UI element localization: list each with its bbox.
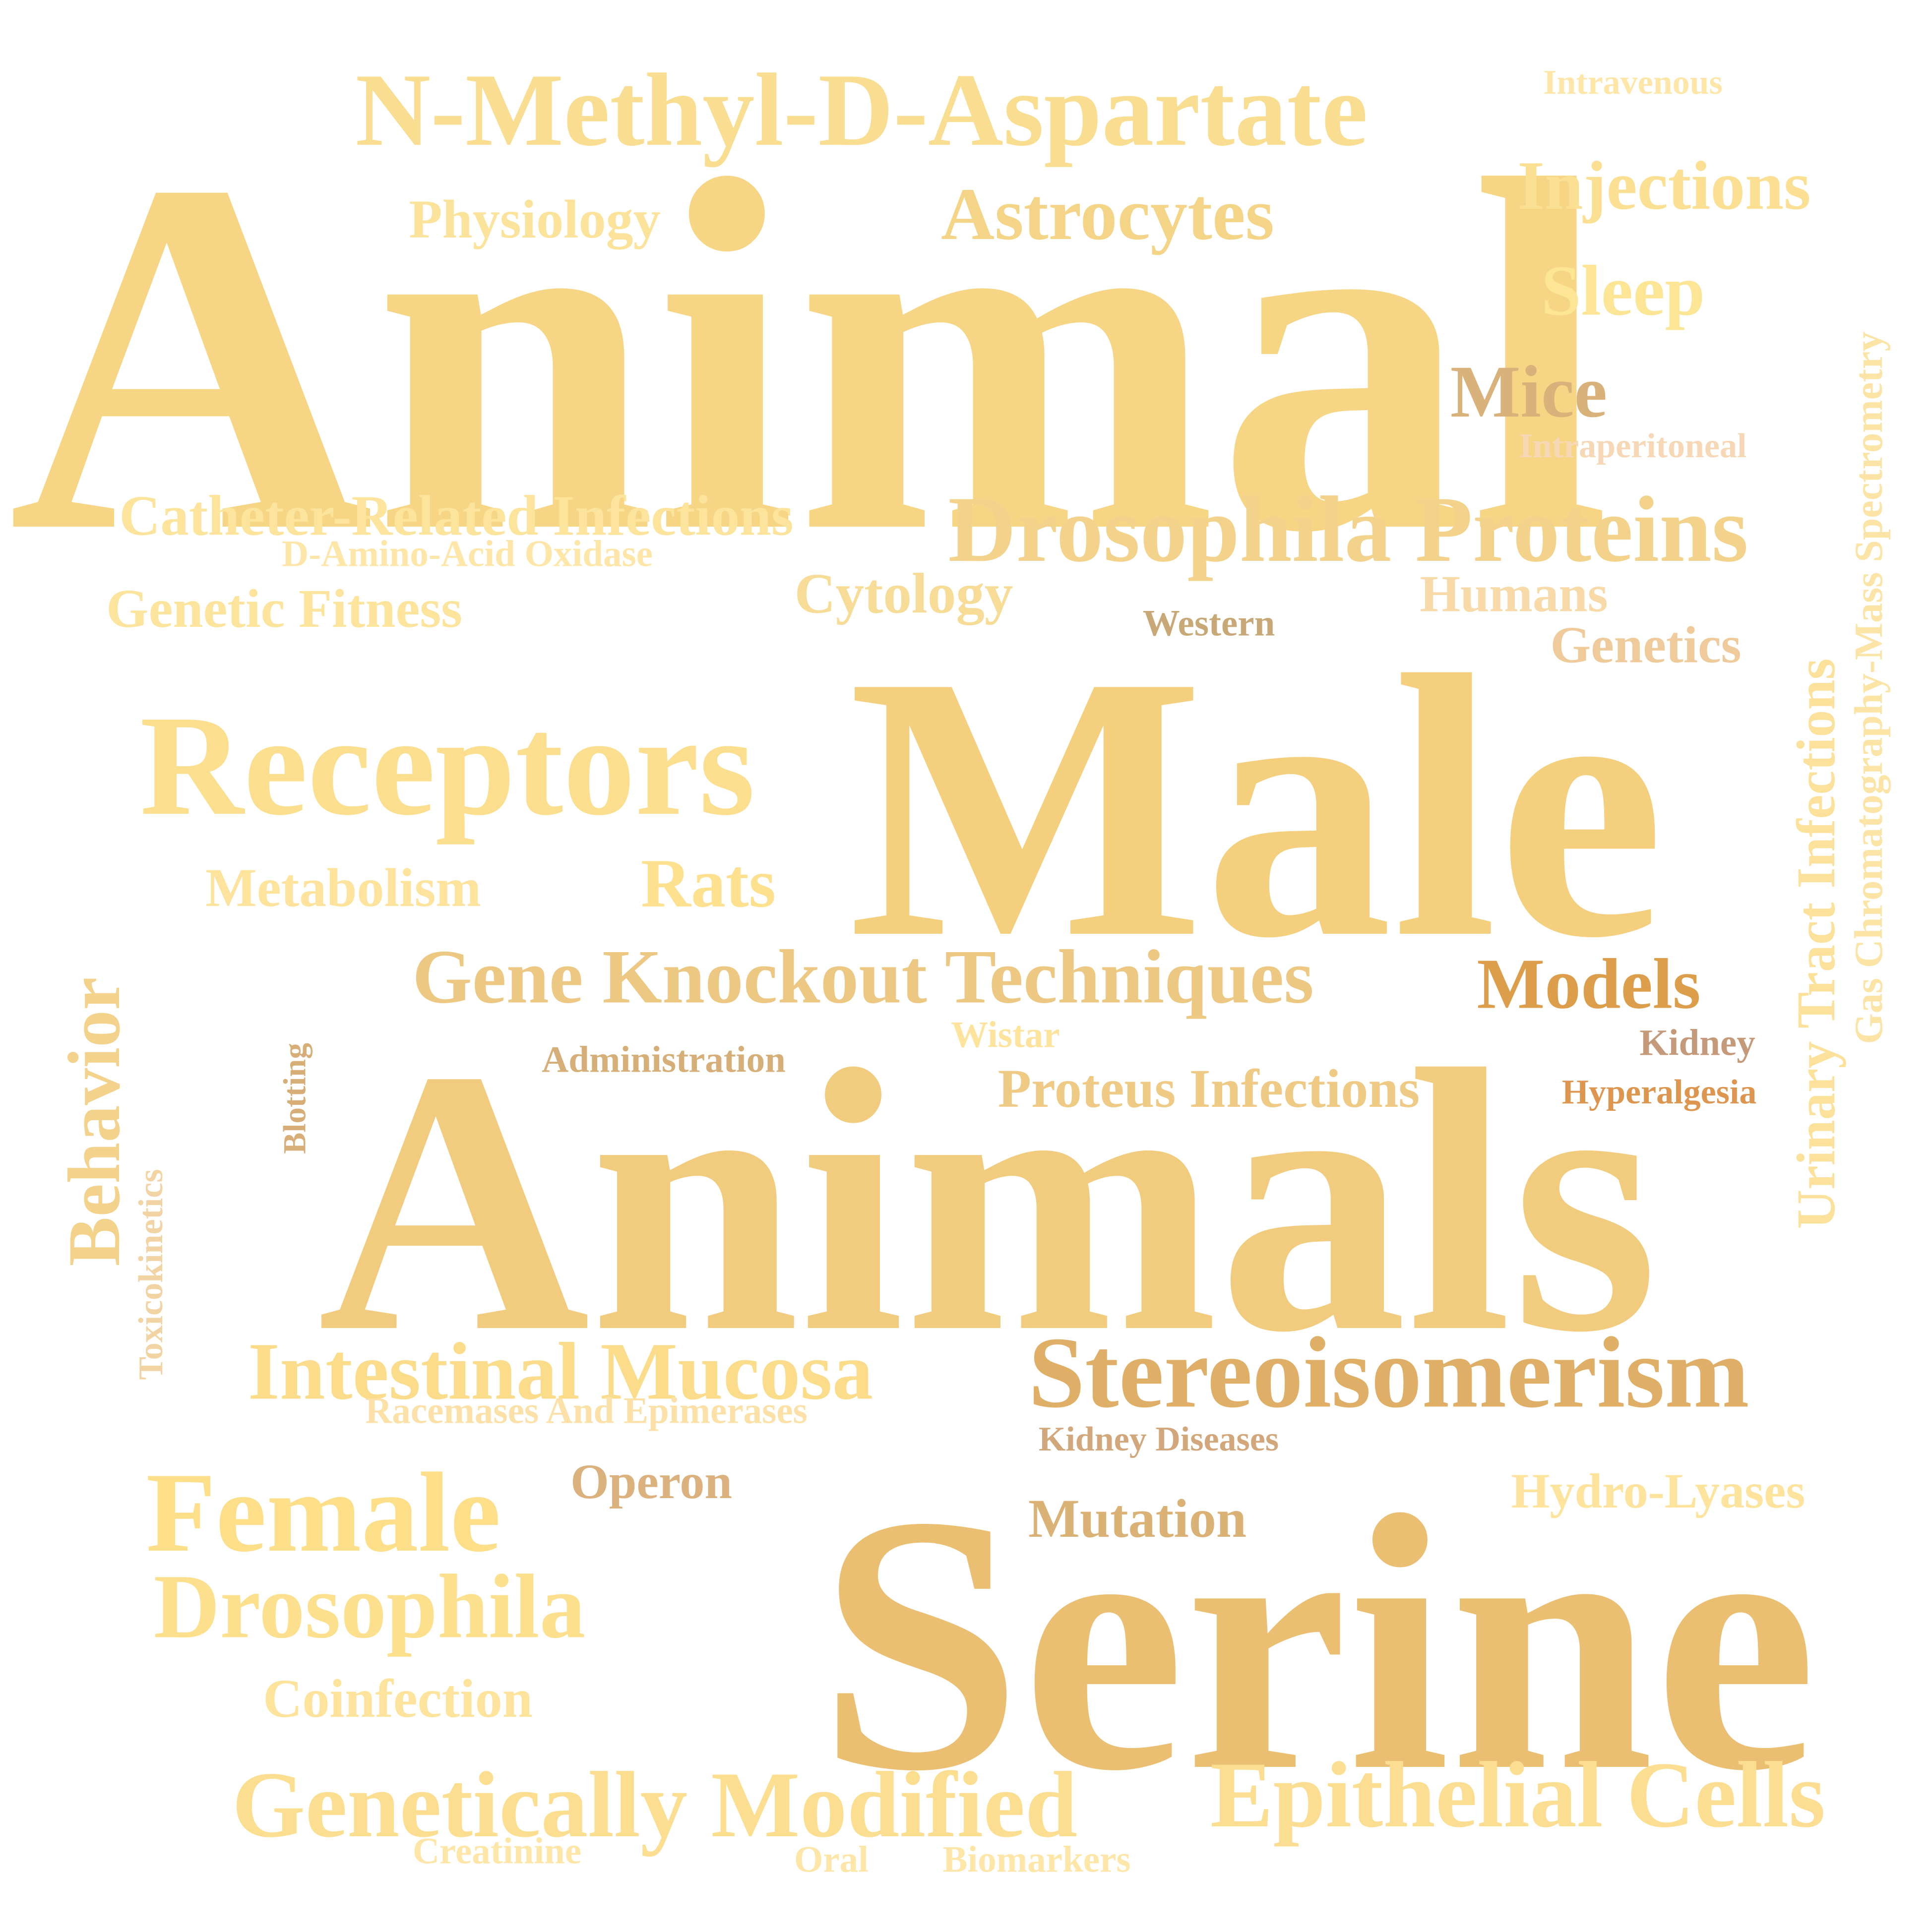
word-kidney: Kidney xyxy=(1639,1022,1755,1064)
word-male: Male xyxy=(848,599,1665,1016)
word-animal: Animal xyxy=(8,76,1611,636)
word-intraperitoneal: Intraperitoneal xyxy=(1519,427,1747,465)
word-female: Female xyxy=(146,1449,501,1575)
word-gas-chromatography-mass-spectrometry: Gas Chromatography-Mass Spectrometry xyxy=(1847,331,1891,1044)
word-rats: Rats xyxy=(640,845,776,922)
word-western: Western xyxy=(1142,603,1275,644)
word-blotting: Blotting xyxy=(277,1043,313,1154)
word-cytology: Cytology xyxy=(794,562,1013,625)
word-astrocytes: Astrocytes xyxy=(941,173,1274,255)
word-intravenous: Intravenous xyxy=(1543,63,1723,102)
word-operon: Operon xyxy=(570,1454,732,1509)
word-drosophila: Drosophila xyxy=(153,1556,586,1658)
word-coinfection: Coinfection xyxy=(263,1668,533,1729)
word-toxicokinetics: Toxicokinetics xyxy=(132,1169,170,1380)
word-sleep: Sleep xyxy=(1541,251,1705,331)
word-physiology: Physiology xyxy=(409,189,661,249)
word-epithelial-cells: Epithelial Cells xyxy=(1210,1743,1826,1847)
word-genetics: Genetics xyxy=(1550,615,1742,674)
word-d-amino-acid-oxidase: D-Amino-Acid Oxidase xyxy=(282,533,653,575)
word-serine: Serine xyxy=(817,1441,1817,1847)
word-models: Models xyxy=(1477,944,1701,1024)
word-mice: Mice xyxy=(1450,351,1608,433)
word-injections: Injections xyxy=(1517,147,1811,224)
word-urinary-tract-infections: Urinary Tract Infections xyxy=(1786,658,1846,1229)
word-stereoisomerism: Stereoisomerism xyxy=(1028,1316,1749,1429)
word-n-methyl-d-aspartate: N-Methyl-D-Aspartate xyxy=(355,53,1368,168)
word-behavior: Behavior xyxy=(53,977,135,1267)
word-receptors: Receptors xyxy=(139,686,755,845)
word-hydro-lyases: Hydro-Lyases xyxy=(1511,1463,1806,1518)
word-proteus-infections: Proteus Infections xyxy=(997,1058,1420,1119)
word-hyperalgesia: Hyperalgesia xyxy=(1561,1073,1757,1111)
word-drosophila-proteins: Drosophila Proteins xyxy=(948,478,1748,582)
word-catheter-related-infections: Catheter-Related Infections xyxy=(119,484,794,547)
word-animals: Animals xyxy=(317,993,1659,1410)
word-racemases-and-epimerases: Racemases And Epimerases xyxy=(365,1390,808,1432)
word-mutation: Mutation xyxy=(1028,1488,1246,1549)
word-biomarkers: Biomarkers xyxy=(942,1839,1131,1880)
word-genetically-modified: Genetically Modified xyxy=(232,1753,1078,1857)
word-wistar: Wistar xyxy=(951,1014,1060,1056)
word-oral: Oral xyxy=(794,1839,869,1880)
word-metabolism: Metabolism xyxy=(205,857,482,918)
word-intestinal-mucosa: Intestinal Mucosa xyxy=(248,1326,873,1417)
word-humans: Humans xyxy=(1420,564,1608,623)
word-gene-knockout-techniques: Gene Knockout Techniques xyxy=(412,934,1314,1020)
word-creatinine: Creatinine xyxy=(412,1830,582,1872)
word-administration: Administration xyxy=(542,1039,786,1081)
word-kidney-diseases: Kidney Diseases xyxy=(1038,1420,1279,1458)
word-genetic-fitness: Genetic Fitness xyxy=(106,578,462,639)
